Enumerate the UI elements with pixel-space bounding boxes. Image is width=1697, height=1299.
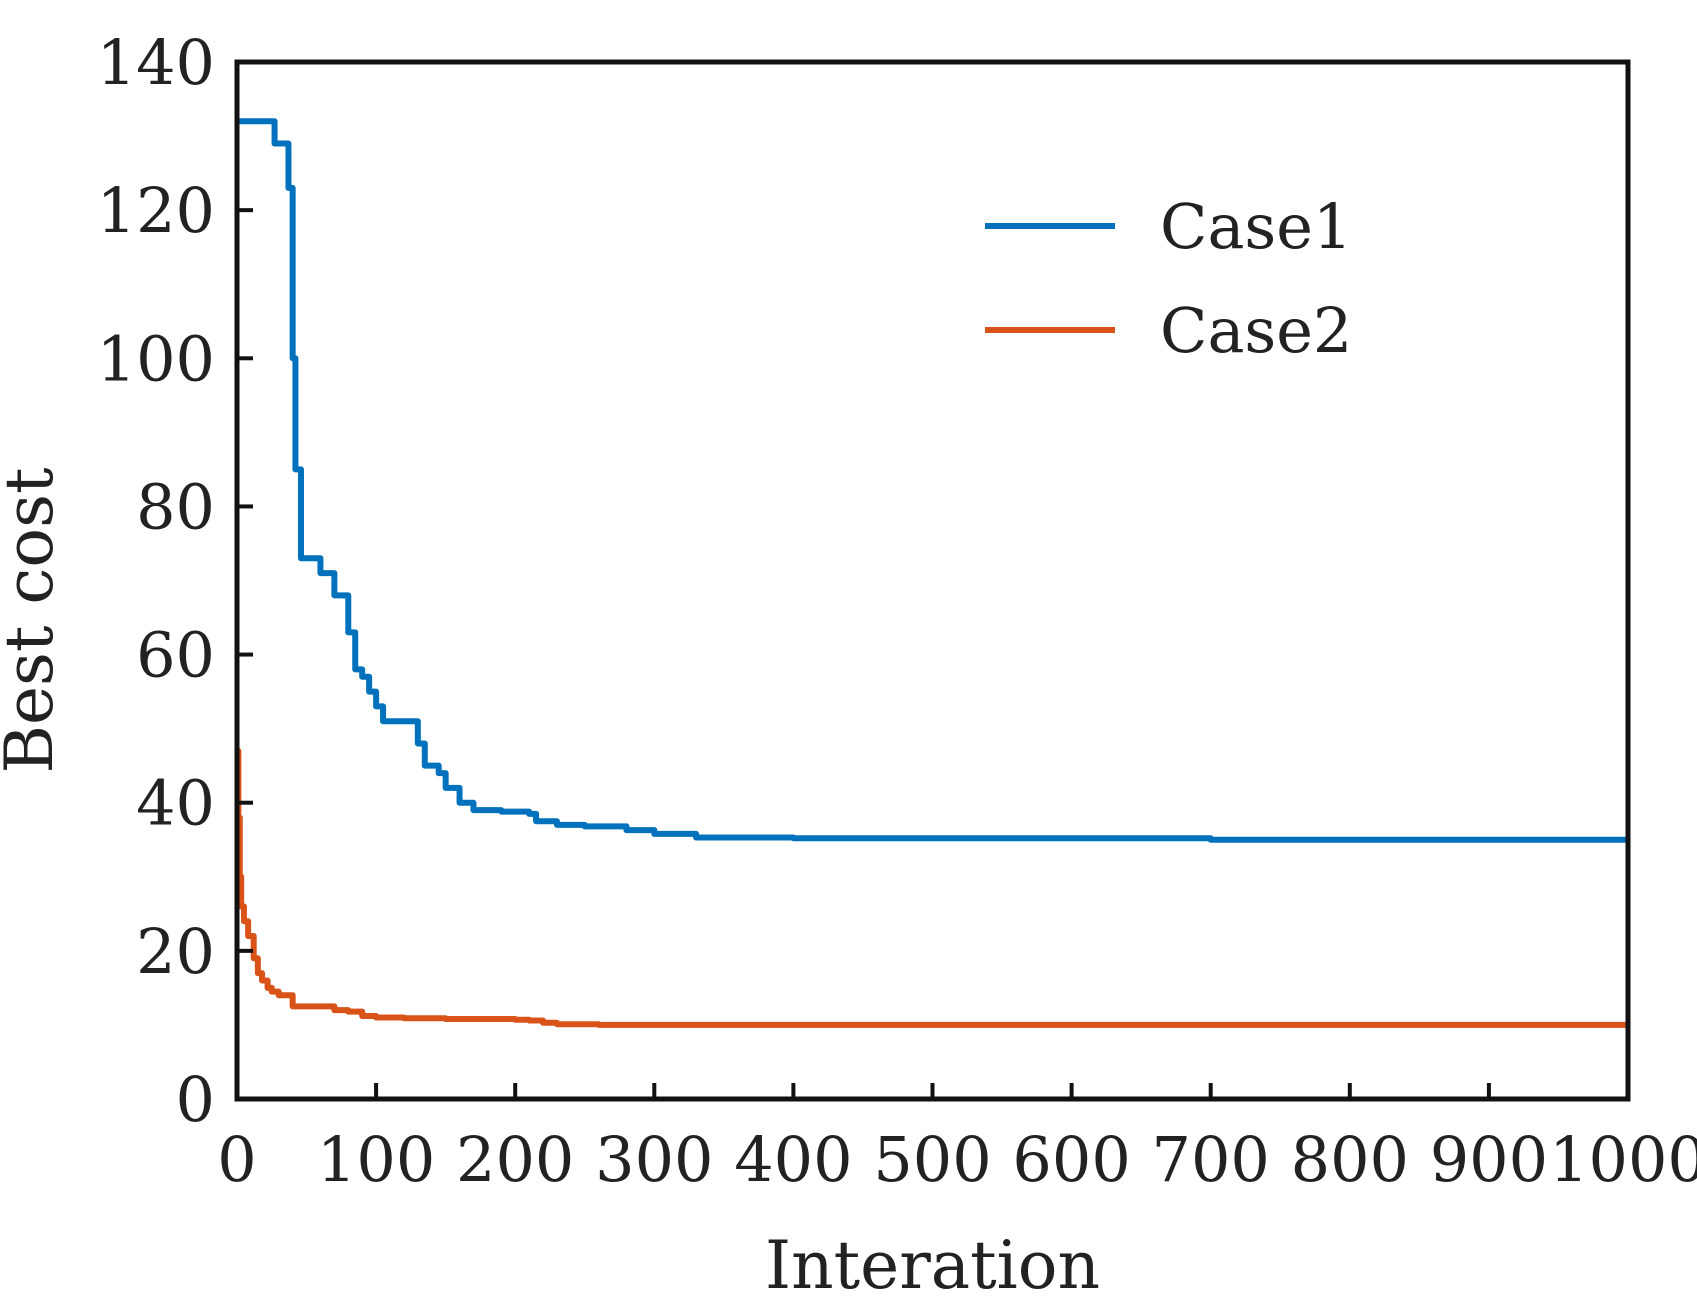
y-tick-label: 20 [136, 915, 215, 988]
x-axis-title: Interation [765, 1227, 1100, 1299]
y-tick-label: 140 [97, 26, 215, 99]
x-tick-label: 400 [734, 1123, 852, 1196]
tick-layer: 0 100 200 300 400 500 600 700 800 900 1000 0 20 40 60 8… [97, 26, 1697, 1196]
series-line-2 [235, 747, 1628, 1028]
x-tick-label: 0 [217, 1123, 256, 1196]
legend: Case1 Case2 [985, 190, 1352, 367]
y-axis-title: Best cost [0, 467, 68, 773]
y-tick-label: 80 [136, 470, 215, 543]
y-tick-label: 40 [136, 767, 215, 840]
y-tick-label: 60 [136, 619, 215, 692]
x-tick-label: 900 [1430, 1123, 1548, 1196]
y-tick-label: 120 [97, 174, 215, 247]
x-tick-label: 700 [1152, 1123, 1270, 1196]
series-line-1 [237, 118, 1628, 843]
x-tick-label: 300 [595, 1123, 713, 1196]
legend-label-2: Case2 [1160, 294, 1352, 367]
plot-frame [234, 59, 1631, 1102]
legend-label-1: Case1 [1160, 190, 1352, 263]
x-tick-label: 200 [456, 1123, 574, 1196]
y-tick-label: 0 [176, 1063, 215, 1136]
x-tick-label: 800 [1291, 1123, 1409, 1196]
x-tick-label: 1000 [1549, 1123, 1697, 1196]
series-layer [235, 118, 1628, 1028]
x-tick-label: 600 [1012, 1123, 1130, 1196]
x-tick-label: 500 [873, 1123, 991, 1196]
x-tick-label: 100 [317, 1123, 435, 1196]
y-tick-label: 100 [97, 322, 215, 395]
